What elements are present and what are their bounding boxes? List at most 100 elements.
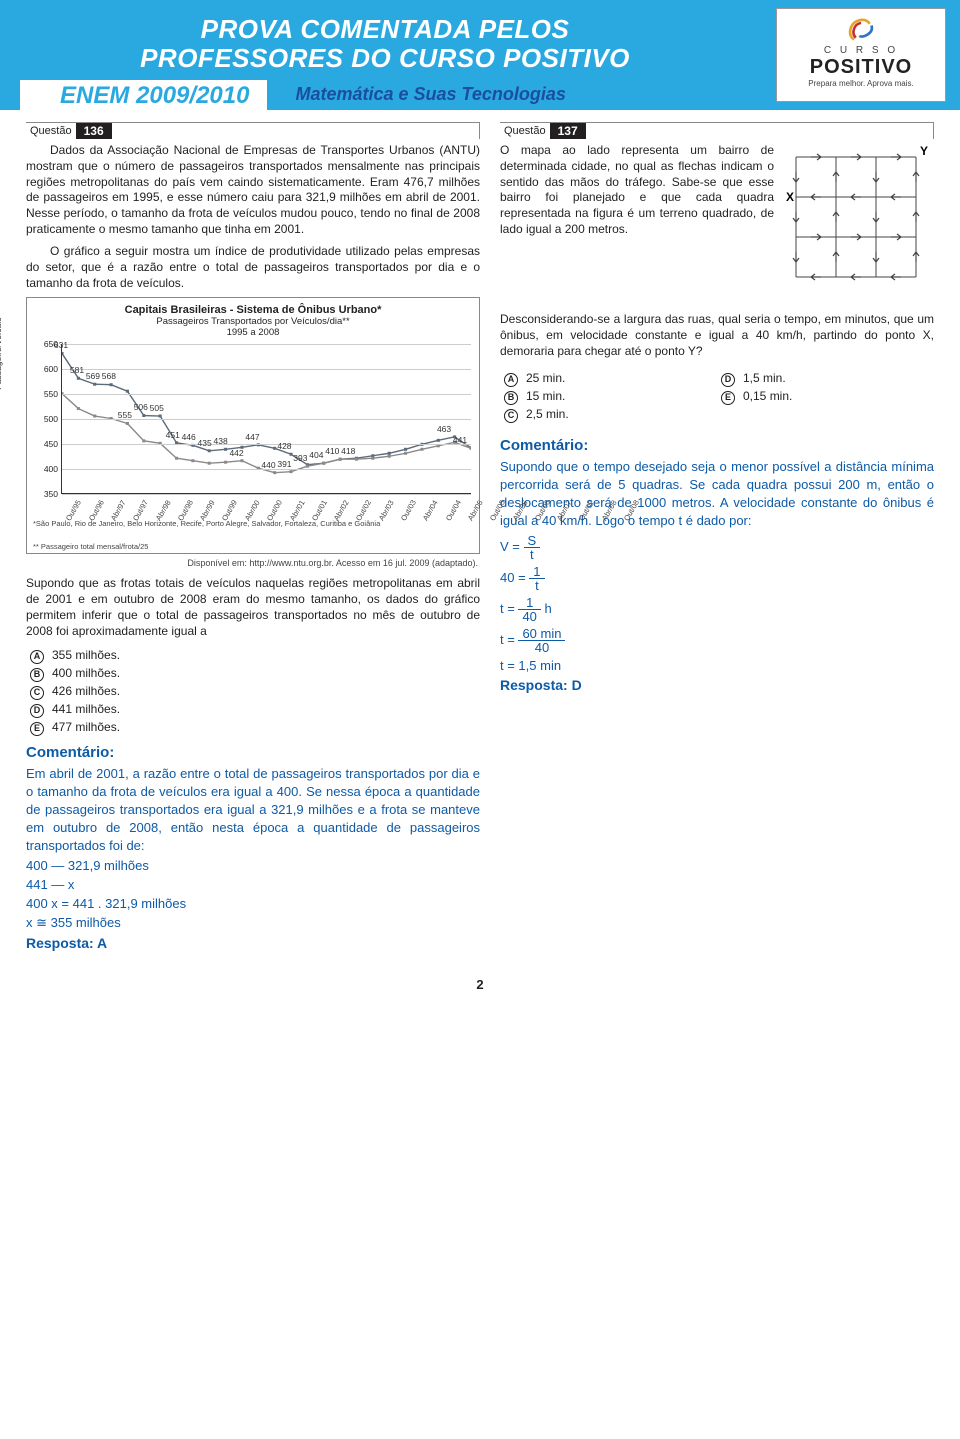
alternative-text: 355 milhões. — [52, 646, 120, 664]
alternative-row: B 15 min. — [504, 387, 717, 405]
chart-point-label: 442 — [229, 448, 243, 458]
eq1-den: t — [524, 548, 541, 561]
chart-subtitle-2: 1995 a 2008 — [33, 327, 473, 338]
calc-line: 441 — x — [26, 877, 480, 892]
q136-alternatives: A355 milhões.B400 milhões.C426 milhões.D… — [30, 646, 480, 736]
chart-xlabels: Out/95Out/96Abr/97Out/97Abr/98Out/98Abr/… — [61, 496, 473, 505]
chart-point-label: 418 — [341, 446, 355, 456]
eq-3: t = 140 h — [500, 596, 934, 623]
chart-ylabel: Passageiro/Veículo — [0, 318, 3, 391]
chart-subtitle-1: Passageiros Transportados por Veículos/d… — [33, 316, 473, 327]
alternative-text: 25 min. — [526, 369, 565, 387]
chart-ytick: 600 — [34, 364, 58, 374]
alternative-row: A 355 milhões. — [30, 646, 480, 664]
alternative-row: C426 milhões. — [30, 682, 480, 700]
eq4-den: 40 — [518, 641, 565, 654]
chart-ytick: 500 — [34, 414, 58, 424]
q137-comentario-h: Comentário: — [500, 437, 934, 454]
eq3-den: 40 — [518, 610, 540, 623]
question-label-136: Questão 136 — [26, 122, 480, 139]
header-banner: PROVA COMENTADA PELOS PROFESSORES DO CUR… — [0, 0, 960, 110]
alternative-text: 2,5 min. — [526, 405, 569, 423]
alternative-text: 477 milhões. — [52, 718, 120, 736]
alternative-marker: D — [30, 704, 44, 718]
q136-resposta: Resposta: A — [26, 935, 480, 951]
q136-comentario-h: Comentário: — [26, 744, 480, 761]
svg-text:Y: Y — [920, 144, 928, 158]
q137-p2: Desconsiderando-se a largura das ruas, q… — [500, 312, 934, 359]
chart-point-label: 435 — [198, 438, 212, 448]
chart-point-label: 438 — [214, 436, 228, 446]
question-number: 136 — [76, 123, 112, 139]
chart-title: Capitais Brasileiras - Sistema de Ônibus… — [33, 304, 473, 316]
chart-ytick: 400 — [34, 464, 58, 474]
question-label-137: Questão 137 — [500, 122, 934, 139]
chart-point-label: 393 — [293, 453, 307, 463]
brand-logo-box: C U R S O POSITIVO Prepara melhor. Aprov… — [776, 8, 946, 102]
alternative-row: A 25 min. — [504, 369, 717, 387]
chart-point-label: 451 — [166, 430, 180, 440]
alternative-marker: C — [30, 686, 44, 700]
eq3-num: 1 — [518, 596, 540, 610]
q136-calc-lines: 400 — 321,9 milhões441 — x400 x = 441 . … — [26, 858, 480, 931]
alternative-marker: D — [721, 373, 735, 387]
chart-point-label: 441 — [453, 435, 467, 445]
q137-alternatives: A 25 min. B 15 min. C 2,5 min. D 1,5 min. E 0,15… — [500, 365, 934, 431]
alternative-row: D 441 milhões. — [30, 700, 480, 718]
column-right: Questão 137 XY O mapa ao lado representa… — [500, 122, 934, 951]
eq3-lhs: t = — [500, 601, 515, 616]
alternative-marker: C — [504, 409, 518, 423]
chart-footnote-2: ** Passageiro total mensal/frota/25 — [33, 542, 473, 551]
chart-point-label: 555 — [118, 410, 132, 420]
question-word: Questão — [26, 124, 76, 138]
svg-text:X: X — [786, 190, 794, 204]
header-exam: ENEM 2009/2010 — [20, 80, 267, 112]
alternative-text: 0,15 min. — [743, 387, 792, 405]
chart-point-label: 404 — [309, 450, 323, 460]
eq-4: t = 60 min40 — [500, 627, 934, 654]
eq2-num: 1 — [529, 565, 544, 579]
chart-point-label: 463 — [437, 424, 451, 434]
hand-icon — [843, 15, 879, 43]
alternative-marker: E — [721, 391, 735, 405]
chart-point-label: 581 — [70, 365, 84, 375]
map-svg: XY — [784, 143, 934, 303]
alternative-marker: E — [30, 722, 44, 736]
eq4-num: 60 min — [518, 627, 565, 641]
calc-line: 400 x = 441 . 321,9 milhões — [26, 896, 480, 911]
chart-point-label: 391 — [277, 459, 291, 469]
chart-ytick: 450 — [34, 439, 58, 449]
q137-comentario-body: Supondo que o tempo desejado seja o meno… — [500, 458, 934, 530]
chart-xtick: Abr/05 — [466, 499, 485, 523]
eq1-num: S — [524, 534, 541, 548]
eq1-lhs: V = — [500, 539, 520, 554]
alternative-row: E 0,15 min. — [721, 387, 934, 405]
calc-line: x ≅ 355 milhões — [26, 915, 480, 931]
chart-source: Disponível em: http://www.ntu.org.br. Ac… — [28, 558, 478, 568]
alternative-text: 15 min. — [526, 387, 565, 405]
q137-equations: V = St 40 = 1t t = 140 h t = 60 min40 t … — [500, 534, 934, 673]
alternative-row: D 1,5 min. — [721, 369, 934, 387]
question-word: Questão — [500, 124, 550, 138]
chart-point-label: 440 — [261, 460, 275, 470]
chart-point-label: 428 — [277, 441, 291, 451]
logo-curso: C U R S O — [777, 45, 945, 56]
alternative-marker: A — [30, 650, 44, 664]
alternative-text: 400 milhões. — [52, 664, 120, 682]
chart-point-label: 447 — [245, 432, 259, 442]
chart-point-label: 506 — [134, 402, 148, 412]
question-number: 137 — [550, 123, 586, 139]
eq-5: t = 1,5 min — [500, 658, 934, 673]
chart-point-label: 631 — [54, 340, 68, 350]
chart-point-label: 410 — [325, 446, 339, 456]
alternative-row: B400 milhões. — [30, 664, 480, 682]
alternative-row: E 477 milhões. — [30, 718, 480, 736]
q136-chart: Capitais Brasileiras - Sistema de Ônibus… — [26, 297, 480, 554]
chart-point-label: 446 — [182, 432, 196, 442]
alternative-text: 441 milhões. — [52, 700, 120, 718]
logo-tagline: Prepara melhor. Aprova mais. — [777, 79, 945, 88]
alternative-marker: A — [504, 373, 518, 387]
alternative-marker: B — [504, 391, 518, 405]
q137-resposta: Resposta: D — [500, 677, 934, 693]
alternative-text: 1,5 min. — [743, 369, 786, 387]
